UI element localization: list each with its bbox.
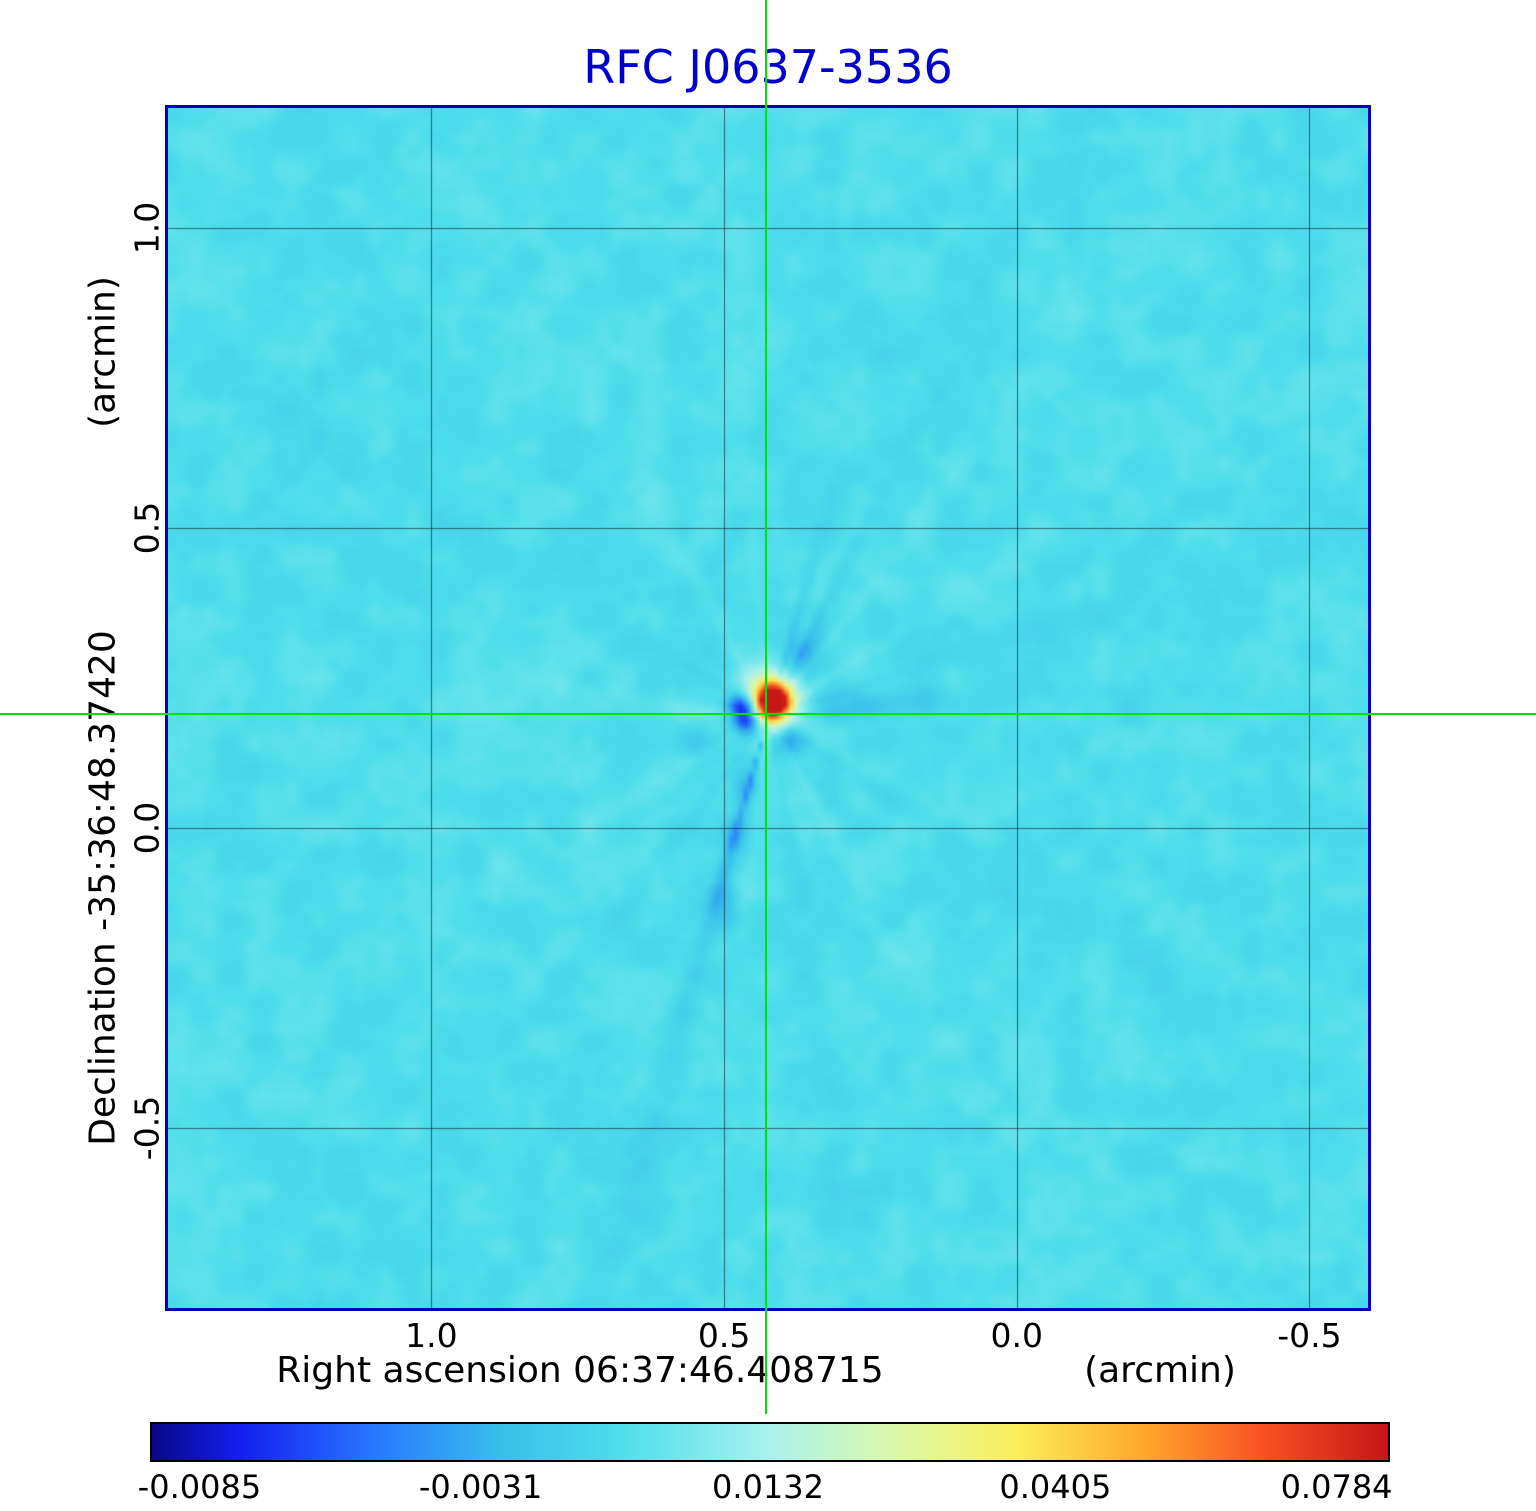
plot-title: RFC J0637-3536 [583,40,953,94]
x-axis-unit-label: (arcmin) [1084,1350,1236,1391]
y-tick-label: 0.0 [127,801,167,855]
y-axis-unit-label: (arcmin) [82,276,124,428]
y-tick-label: -0.5 [127,1095,167,1161]
colorbar-gradient [152,1424,1388,1460]
colorbar-tick-label: 0.0784 [1280,1468,1393,1506]
x-tick-label: 0.5 [697,1316,751,1355]
colorbar-tick-label: 0.0405 [999,1468,1112,1506]
x-tick-label: -0.5 [1277,1316,1342,1355]
y-tick-label: 0.5 [127,501,167,555]
y-axis-label: Declination -35:36:48.37420 [82,630,124,1146]
colorbar [150,1422,1390,1462]
colorbar-tick-label: -0.0031 [418,1468,543,1506]
image-panel [165,105,1371,1311]
radio-map-canvas [168,108,1368,1308]
x-tick-label: 1.0 [405,1316,458,1355]
x-axis-label: Right ascension 06:37:46.408715 [276,1350,884,1391]
x-tick-label: 0.0 [990,1316,1044,1355]
y-tick-label: 1.0 [127,201,167,255]
crosshair-vertical-line [765,0,768,1414]
colorbar-tick-label: 0.0132 [712,1468,824,1506]
colorbar-tick-label: -0.0085 [137,1468,262,1506]
crosshair-horizontal-line [0,713,1536,715]
